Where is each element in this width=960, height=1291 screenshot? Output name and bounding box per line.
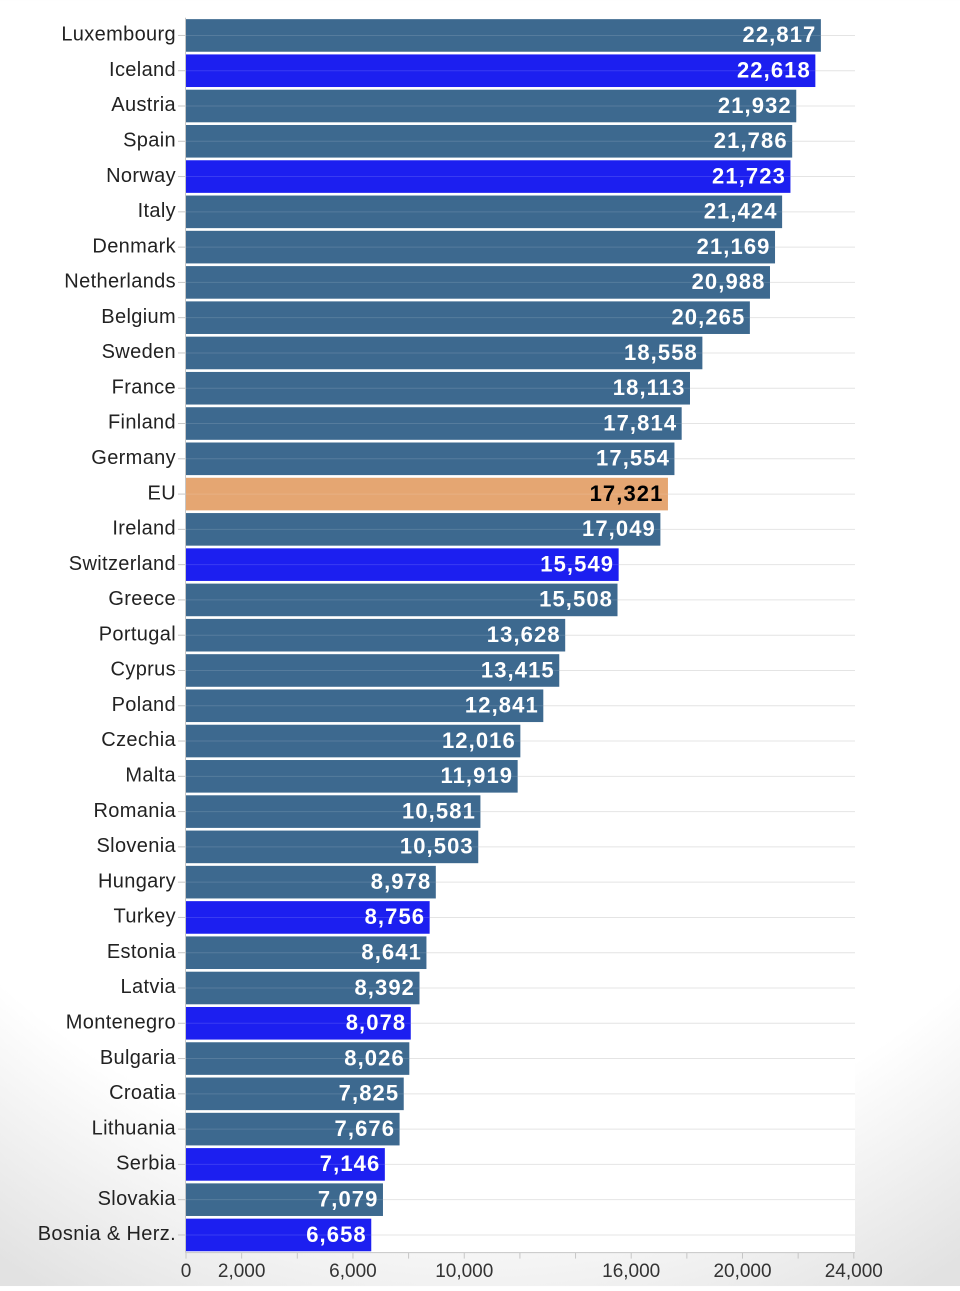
svg-text:Belgium: Belgium — [101, 306, 176, 328]
svg-text:Malta: Malta — [125, 765, 176, 787]
svg-text:Bulgaria: Bulgaria — [100, 1047, 177, 1069]
svg-text:Netherlands: Netherlands — [64, 271, 176, 293]
svg-text:0: 0 — [181, 1261, 192, 1282]
svg-text:12,016: 12,016 — [442, 728, 516, 753]
svg-text:22,817: 22,817 — [742, 22, 816, 47]
svg-text:8,978: 8,978 — [371, 869, 432, 894]
svg-text:Czechia: Czechia — [101, 729, 176, 751]
svg-text:Montenegro: Montenegro — [66, 1011, 176, 1033]
svg-text:Croatia: Croatia — [109, 1082, 176, 1104]
svg-text:21,424: 21,424 — [704, 199, 778, 224]
svg-text:EU: EU — [148, 482, 176, 504]
svg-text:20,265: 20,265 — [671, 304, 745, 329]
svg-text:21,932: 21,932 — [718, 93, 792, 118]
svg-text:10,000: 10,000 — [435, 1261, 493, 1282]
svg-text:Ireland: Ireland — [112, 518, 176, 540]
svg-text:Iceland: Iceland — [109, 59, 176, 81]
svg-text:17,554: 17,554 — [596, 446, 670, 471]
svg-text:Cyprus: Cyprus — [111, 659, 176, 681]
svg-text:Luxembourg: Luxembourg — [61, 24, 176, 46]
svg-text:6,658: 6,658 — [306, 1222, 367, 1247]
svg-text:Poland: Poland — [112, 694, 176, 716]
svg-text:Romania: Romania — [94, 800, 177, 822]
svg-text:13,628: 13,628 — [487, 622, 561, 647]
svg-text:10,503: 10,503 — [400, 834, 474, 859]
svg-text:17,321: 17,321 — [590, 481, 664, 506]
svg-text:20,000: 20,000 — [713, 1261, 771, 1282]
svg-text:18,113: 18,113 — [613, 375, 686, 400]
svg-text:Greece: Greece — [108, 588, 176, 610]
svg-text:Sweden: Sweden — [102, 341, 176, 363]
svg-text:8,392: 8,392 — [354, 975, 415, 1000]
svg-text:Austria: Austria — [111, 94, 176, 116]
svg-text:Switzerland: Switzerland — [69, 553, 176, 575]
svg-text:Serbia: Serbia — [116, 1153, 176, 1175]
svg-text:Slovenia: Slovenia — [96, 835, 176, 857]
svg-text:24,000: 24,000 — [825, 1261, 883, 1282]
svg-text:17,814: 17,814 — [603, 410, 677, 435]
svg-text:18,558: 18,558 — [624, 340, 698, 365]
svg-text:8,641: 8,641 — [361, 940, 422, 965]
svg-text:10,581: 10,581 — [402, 798, 476, 823]
svg-text:Spain: Spain — [123, 129, 176, 151]
svg-text:7,825: 7,825 — [339, 1081, 400, 1106]
svg-text:7,676: 7,676 — [335, 1116, 396, 1141]
svg-text:11,919: 11,919 — [440, 763, 513, 788]
svg-text:Estonia: Estonia — [107, 941, 177, 963]
svg-text:Norway: Norway — [106, 165, 176, 187]
svg-text:Lithuania: Lithuania — [92, 1117, 177, 1139]
svg-text:Germany: Germany — [91, 447, 176, 469]
svg-text:15,549: 15,549 — [540, 551, 614, 576]
svg-text:Bosnia & Herz.: Bosnia & Herz. — [38, 1223, 176, 1245]
svg-text:8,756: 8,756 — [365, 904, 426, 929]
svg-text:Denmark: Denmark — [92, 235, 176, 257]
svg-text:21,723: 21,723 — [712, 163, 786, 188]
svg-text:Portugal: Portugal — [99, 623, 176, 645]
svg-text:Latvia: Latvia — [121, 976, 177, 998]
svg-text:Slovakia: Slovakia — [98, 1188, 177, 1210]
svg-text:15,508: 15,508 — [539, 587, 613, 612]
svg-text:France: France — [112, 376, 176, 398]
svg-text:Italy: Italy — [138, 200, 176, 222]
svg-text:21,786: 21,786 — [714, 128, 788, 153]
svg-text:16,000: 16,000 — [602, 1261, 660, 1282]
svg-text:Hungary: Hungary — [98, 870, 176, 892]
svg-text:8,078: 8,078 — [346, 1010, 407, 1035]
svg-text:12,841: 12,841 — [465, 693, 539, 718]
svg-text:13,415: 13,415 — [481, 657, 555, 682]
svg-text:7,146: 7,146 — [320, 1151, 381, 1176]
svg-text:7,079: 7,079 — [318, 1186, 379, 1211]
svg-text:22,618: 22,618 — [737, 58, 811, 83]
svg-text:21,169: 21,169 — [697, 234, 771, 259]
svg-text:Turkey: Turkey — [114, 906, 176, 928]
svg-text:20,988: 20,988 — [692, 269, 766, 294]
svg-text:17,049: 17,049 — [582, 516, 656, 541]
svg-text:8,026: 8,026 — [344, 1045, 405, 1070]
svg-text:2,000: 2,000 — [218, 1261, 266, 1282]
svg-text:Finland: Finland — [108, 412, 176, 434]
svg-text:6,000: 6,000 — [329, 1261, 377, 1282]
